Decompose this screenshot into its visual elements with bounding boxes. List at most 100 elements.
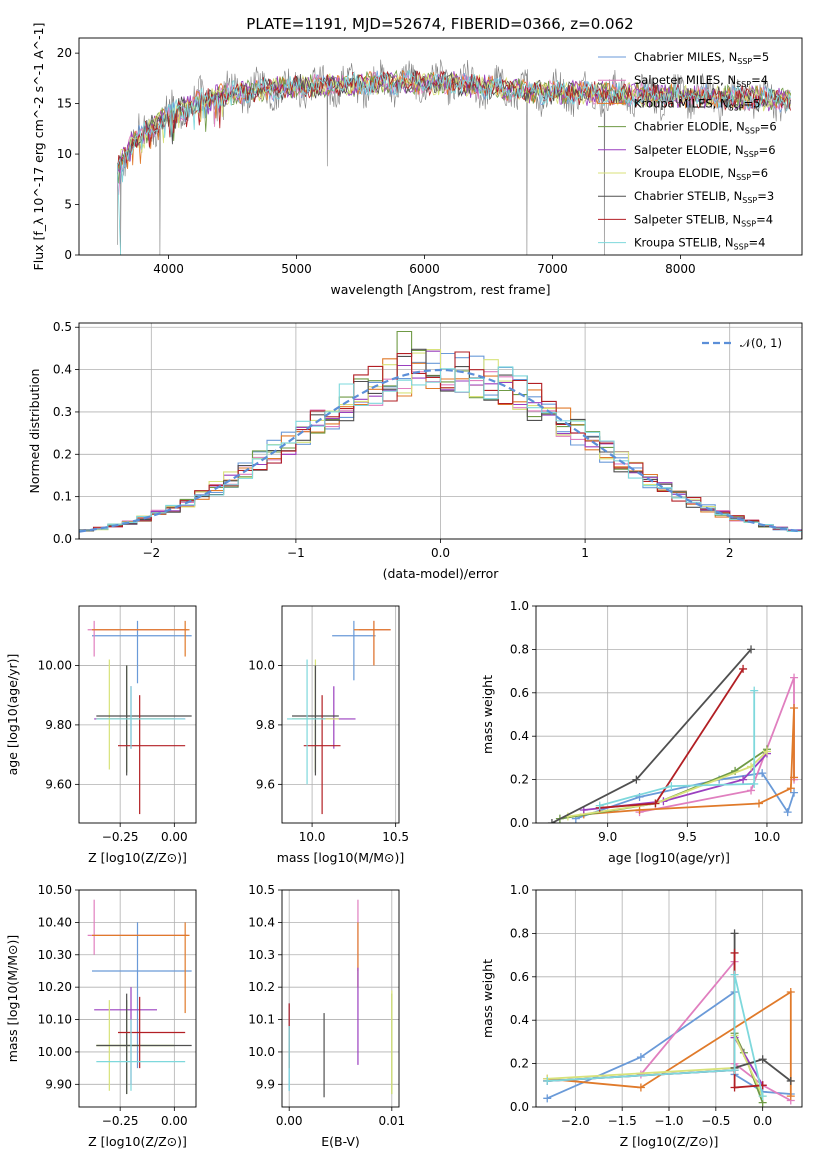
series-line-kroupa-miles xyxy=(583,707,795,816)
spectrum-legend: Chabrier MILES, NSSP=5 Salpeter MILES, NS… xyxy=(598,50,777,252)
y-tick-label: 10 xyxy=(57,147,72,161)
y-axis-label: Normed distribution xyxy=(27,369,42,494)
y-tick-label: 20 xyxy=(57,46,72,60)
panel-spectrum: 4000 5000 6000 7000 8000 0 5 10 15 20 wavelength [… xyxy=(31,23,803,297)
x-tick-label: −0.5 xyxy=(701,1114,730,1128)
plot-area-mass-vs-Z xyxy=(87,899,192,1095)
y-tick-label: 0 xyxy=(64,248,72,262)
y-tick-label: 0.1 xyxy=(53,490,72,504)
x-axis-label: Z [log10(Z/Z⊙)] xyxy=(88,850,187,865)
x-tick-label: 4000 xyxy=(153,262,184,276)
y-tick-label: 0.2 xyxy=(510,1057,529,1071)
model-spectrum-kroupa-stelib xyxy=(116,69,791,255)
y-axis-label: mass weight xyxy=(480,959,495,1038)
data-point-marker xyxy=(790,673,799,682)
data-point-marker xyxy=(547,819,556,823)
x-axis-label: mass [log10(M/M⊙)] xyxy=(277,850,405,865)
series-line-kroupa-stelib xyxy=(547,974,764,1097)
x-axis-label: Z [log10(Z/Z⊙)] xyxy=(88,1134,187,1149)
y-tick-label: 10.4 xyxy=(248,915,275,929)
x-tick-label: 0.00 xyxy=(276,1114,303,1128)
y-tick-label: 10.50 xyxy=(38,883,72,897)
y-tick-label: 0.0 xyxy=(53,532,72,546)
axes-frame xyxy=(535,605,803,824)
data-point-marker xyxy=(758,769,767,778)
y-tick-label: 9.9 xyxy=(256,1077,275,1091)
x-axis-label: Z [log10(Z/Z⊙)] xyxy=(620,1134,719,1149)
legend-label: Kroupa ELODIE, NSSP=6 xyxy=(634,166,768,182)
x-tick-label: 10.0 xyxy=(754,830,781,844)
series-line-kroupa-stelib xyxy=(599,690,756,807)
x-axis-label: age [log10(age/yr)] xyxy=(608,850,730,865)
x-tick-label: −1 xyxy=(287,546,305,560)
data-point-marker xyxy=(636,1053,645,1062)
legend-label: Chabrier MILES, NSSP=5 xyxy=(634,50,769,66)
data-point-marker xyxy=(783,808,792,817)
data-point-marker xyxy=(762,747,771,756)
data-point-marker xyxy=(636,1083,645,1092)
y-tick-label: 0.2 xyxy=(53,447,72,461)
y-tick-label: 0.6 xyxy=(510,970,529,984)
y-tick-label: 10.00 xyxy=(38,658,72,672)
axes-frame xyxy=(78,889,197,1108)
data-point-marker xyxy=(636,1070,645,1079)
y-tick-label: 9.8 xyxy=(256,718,275,732)
plot-area-age-vs-mass xyxy=(287,620,391,815)
data-point-marker xyxy=(786,784,795,793)
y-tick-label: 9.60 xyxy=(45,777,72,791)
x-tick-label: −0.25 xyxy=(102,1114,139,1128)
y-tick-label: 0.0 xyxy=(510,816,529,830)
data-point-marker xyxy=(543,1094,552,1103)
y-axis-label: age [log10(age/yr)] xyxy=(5,654,20,776)
y-tick-label: 10.2 xyxy=(248,980,275,994)
y-axis-label: Flux [f_λ 10^-17 erg cm^-2 s^-1 A^-1] xyxy=(31,23,46,271)
y-tick-label: 10.1 xyxy=(248,1013,275,1027)
y-tick-label: 10.5 xyxy=(248,883,275,897)
plot-area-spectrum xyxy=(116,59,791,255)
data-point-marker xyxy=(543,1076,552,1085)
x-axis-label: E(B-V) xyxy=(321,1134,360,1149)
x-axis-label: (data-model)/error xyxy=(383,566,500,581)
normal-distribution-curve xyxy=(79,368,802,533)
data-point-marker xyxy=(730,1083,739,1092)
data-point-marker xyxy=(730,970,739,979)
x-tick-label: 2 xyxy=(726,546,734,560)
x-tick-label: 8000 xyxy=(665,262,696,276)
data-point-marker xyxy=(730,1066,739,1075)
x-tick-label: 1 xyxy=(581,546,589,560)
y-tick-label: 10.3 xyxy=(248,948,275,962)
y-tick-label: 0.6 xyxy=(510,686,529,700)
plot-area-mass-weight-vs-Z xyxy=(543,929,795,1107)
data-point-marker xyxy=(747,645,756,654)
x-tick-label: 0.0 xyxy=(753,1114,772,1128)
legend-label: Kroupa STELIB, NSSP=4 xyxy=(634,236,765,252)
x-tick-label: −0.25 xyxy=(102,830,139,844)
legend-label: Kroupa MILES, NSSP=5 xyxy=(634,96,760,112)
data-point-marker xyxy=(595,801,604,810)
figure-title: PLATE=1191, MJD=52674, FIBERID=0366, z=0… xyxy=(246,15,633,33)
y-tick-label: 9.80 xyxy=(45,718,72,732)
legend-label: Salpeter STELIB, NSSP=4 xyxy=(634,212,773,228)
data-point-marker xyxy=(667,782,676,791)
y-tick-label: 10.0 xyxy=(248,1045,275,1059)
legend-label: Chabrier ELODIE, NSSP=6 xyxy=(634,120,777,136)
y-tick-label: 10.30 xyxy=(38,948,72,962)
legend-label: Salpeter ELODIE, NSSP=6 xyxy=(634,143,776,159)
legend-label: Salpeter MILES, NSSP=4 xyxy=(634,73,768,89)
data-point-marker xyxy=(750,779,759,788)
axes-frame xyxy=(78,605,197,824)
y-tick-label: 0.4 xyxy=(53,363,72,377)
x-tick-label: −2 xyxy=(142,546,160,560)
data-point-marker xyxy=(786,1092,795,1101)
data-point-marker xyxy=(651,799,660,808)
panel-mass-weight-vs-age: 9.0 9.5 10.0 0.0 0.2 0.4 0.6 0.8 1.0 age [log10(a… xyxy=(480,599,803,865)
data-point-marker xyxy=(758,1092,767,1101)
y-tick-label: 10.20 xyxy=(38,980,72,994)
data-point-marker xyxy=(790,703,799,712)
data-point-marker xyxy=(790,773,799,782)
plot-area-mass-vs-EBV xyxy=(288,899,393,1098)
series-line-chabrier-miles xyxy=(575,772,795,820)
y-tick-label: 10.10 xyxy=(38,1013,72,1027)
data-point-marker xyxy=(632,775,641,784)
panel-residual-histogram: −2 −1 0.0 1 2 0.0 0.1 0.2 0.3 0.4 0.5 (data-model)/… xyxy=(27,320,803,581)
